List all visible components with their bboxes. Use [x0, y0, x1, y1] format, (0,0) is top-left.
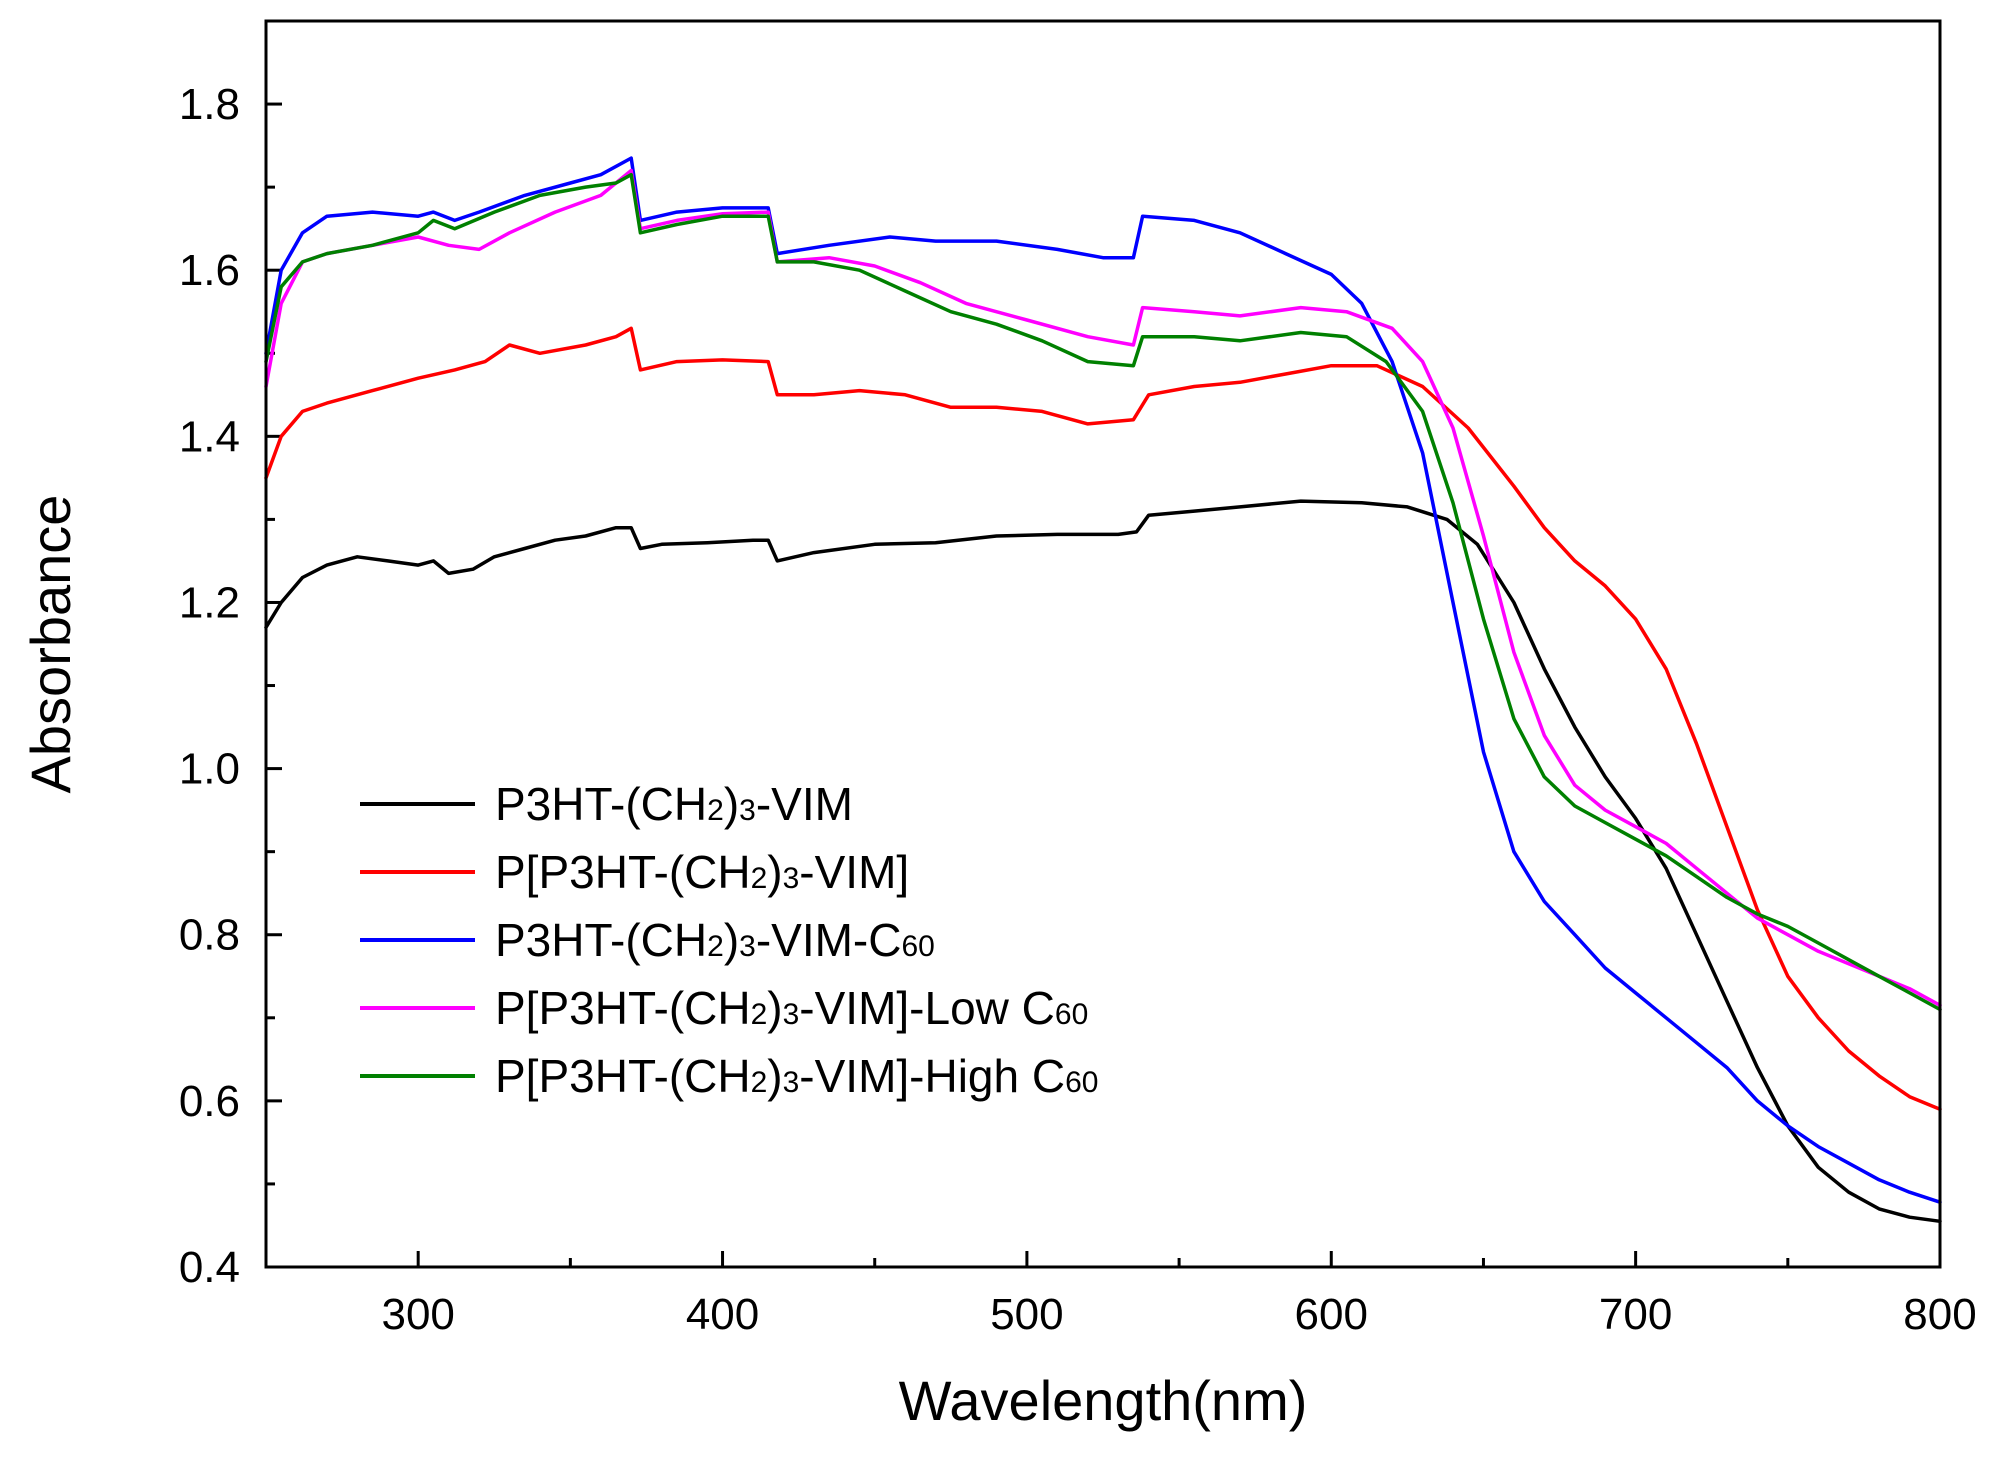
series-line	[264, 168, 1942, 1008]
y-tick-label: 1.4	[179, 412, 240, 461]
x-tick-label: 600	[1295, 1290, 1368, 1339]
series-line	[264, 172, 1942, 1012]
legend-label: P[P3HT-(CH2)3-VIM]-Low C60	[495, 982, 1088, 1034]
y-tick-label: 0.8	[179, 911, 240, 960]
legend: P3HT-(CH2)3-VIM P[P3HT-(CH2)3-VIM] P3HT-(C…	[360, 778, 1098, 1102]
x-tick-label: 400	[686, 1290, 759, 1339]
x-tick-label: 800	[1903, 1290, 1976, 1339]
y-tick-label: 1.8	[179, 80, 240, 129]
x-tick-label: 300	[381, 1290, 454, 1339]
y-tick-label: 0.4	[179, 1243, 240, 1292]
x-axis-title: Wavelength(nm)	[899, 1369, 1308, 1432]
y-tick-label: 1.2	[179, 578, 240, 627]
plot-frame	[264, 19, 1942, 1269]
legend-label: P[P3HT-(CH2)3-VIM]-High C60	[495, 1050, 1098, 1102]
series-lines	[264, 156, 1942, 1224]
tick-labels: 300 400 500 600 700 800 0.4 0.6 0.8 1.0 1.2 1.4 1.6 1…	[179, 80, 1977, 1339]
y-tick-label: 0.6	[179, 1077, 240, 1126]
y-axis-title: Absorbance	[19, 495, 82, 794]
legend-label: P[P3HT-(CH2)3-VIM]	[495, 846, 909, 898]
legend-label: P3HT-(CH2)3-VIM-C60	[495, 914, 935, 966]
y-tick-label: 1.0	[179, 745, 240, 794]
y-tick-label: 1.6	[179, 246, 240, 295]
legend-label: P3HT-(CH2)3-VIM	[495, 778, 853, 830]
series-line	[264, 156, 1942, 1204]
series-line	[264, 499, 1942, 1224]
series-line	[264, 326, 1942, 1111]
x-tick-label: 700	[1599, 1290, 1672, 1339]
x-tick-label: 500	[990, 1290, 1063, 1339]
